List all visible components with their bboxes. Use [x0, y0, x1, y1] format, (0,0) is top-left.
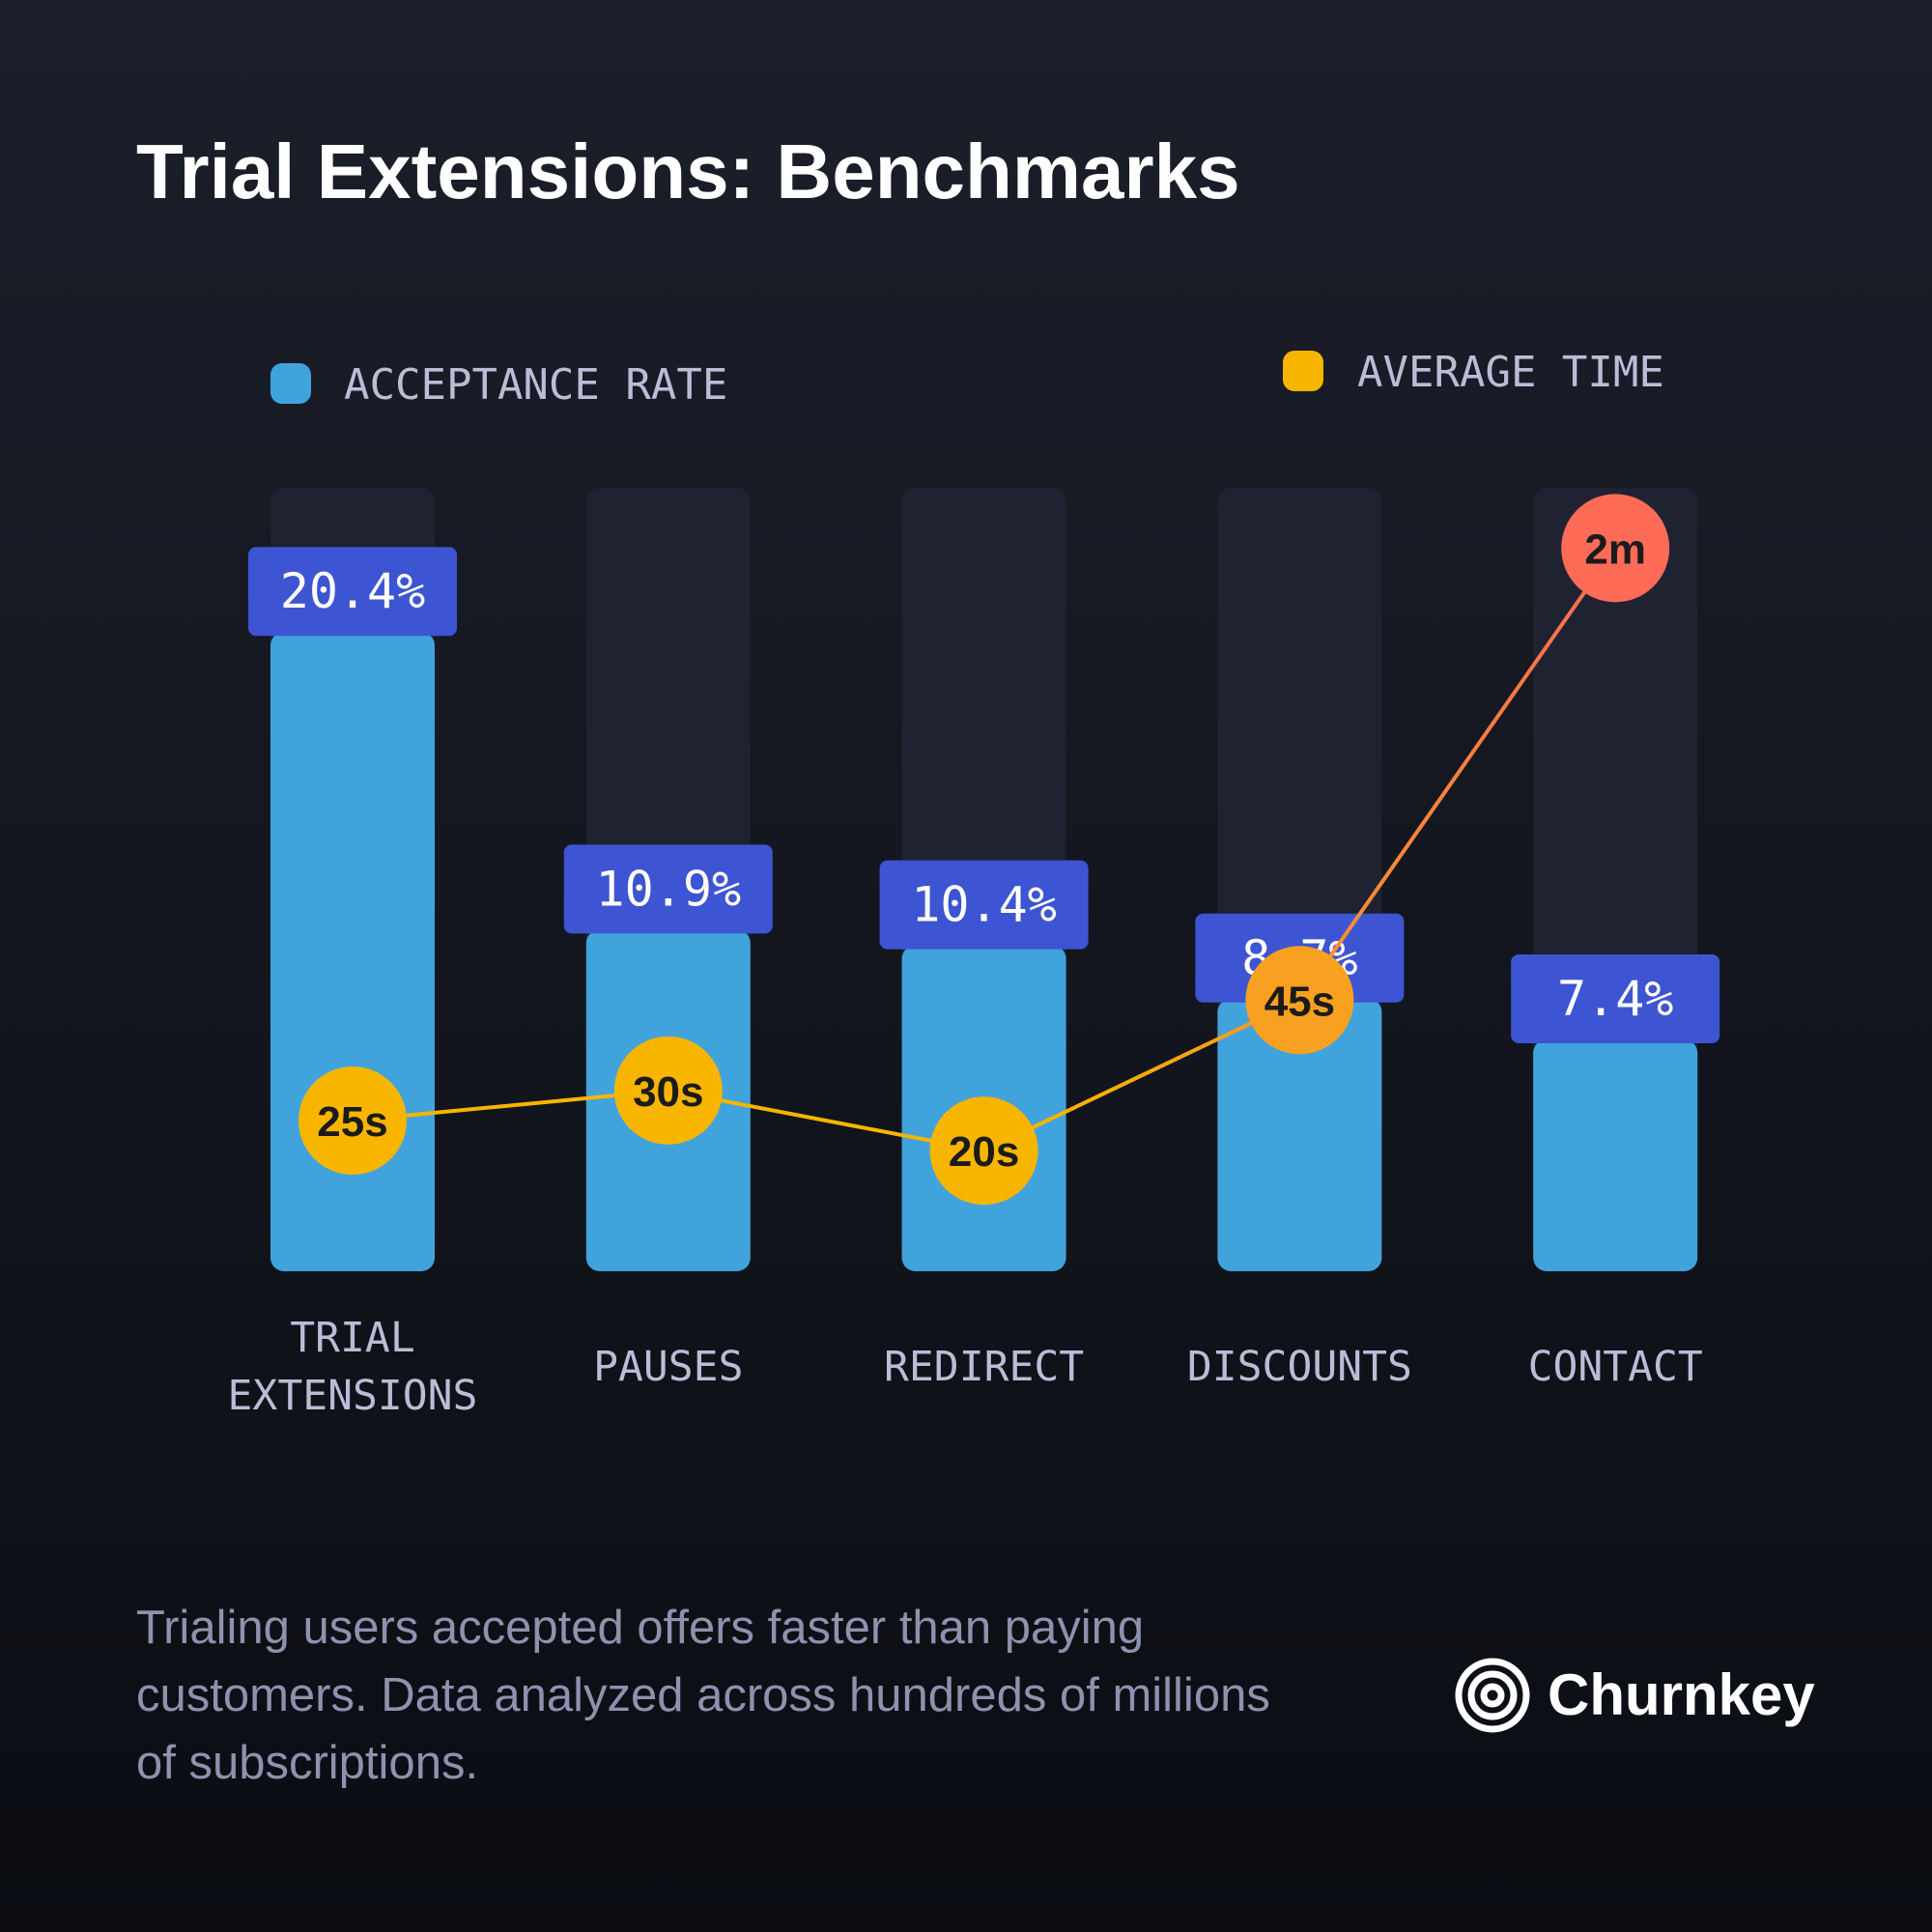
point-label: 20s: [949, 1128, 1019, 1176]
brand: Churnkey: [1548, 1662, 1815, 1727]
point: [298, 1066, 407, 1176]
x-tick-label: PAUSES: [593, 1343, 744, 1391]
legend-label: ACCEPTANCE RATE: [344, 360, 727, 410]
footnote: Trialing users accepted offers faster th…: [136, 1602, 1270, 1789]
point-label: 25s: [317, 1098, 387, 1146]
bar: [1217, 998, 1382, 1271]
value-label: 20.4%: [280, 563, 426, 619]
point: [929, 1096, 1038, 1206]
value-label-box: [879, 860, 1089, 950]
x-tick-label: DISCOUNTS: [1186, 1343, 1412, 1391]
legend-swatch: [270, 363, 311, 404]
point: [1245, 946, 1354, 1055]
x-tick-label: TRIAL EXTENSIONS: [227, 1314, 478, 1420]
legend-label: AVERAGE TIME: [1357, 348, 1664, 397]
value-label: 7.4%: [1557, 971, 1673, 1027]
point: [613, 1036, 723, 1145]
bar: [270, 632, 435, 1271]
legend-swatch: [1283, 351, 1323, 391]
value-label: 10.4%: [911, 877, 1057, 933]
brand-logo: [1455, 1658, 1530, 1733]
value-label-box: [563, 844, 773, 934]
value-label: 10.9%: [596, 861, 742, 917]
point-label: 30s: [633, 1068, 703, 1116]
value-label-box: [1511, 953, 1720, 1043]
point-label: 45s: [1264, 978, 1335, 1025]
point-label: 2m: [1584, 526, 1646, 573]
x-tick-label: REDIRECT: [884, 1343, 1085, 1391]
point: [1561, 494, 1670, 603]
value-label-box: [248, 547, 457, 637]
x-tick-label: CONTACT: [1527, 1343, 1703, 1391]
chart-title: Trial Extensions: Benchmarks: [136, 128, 1240, 214]
bar: [1533, 1038, 1698, 1271]
